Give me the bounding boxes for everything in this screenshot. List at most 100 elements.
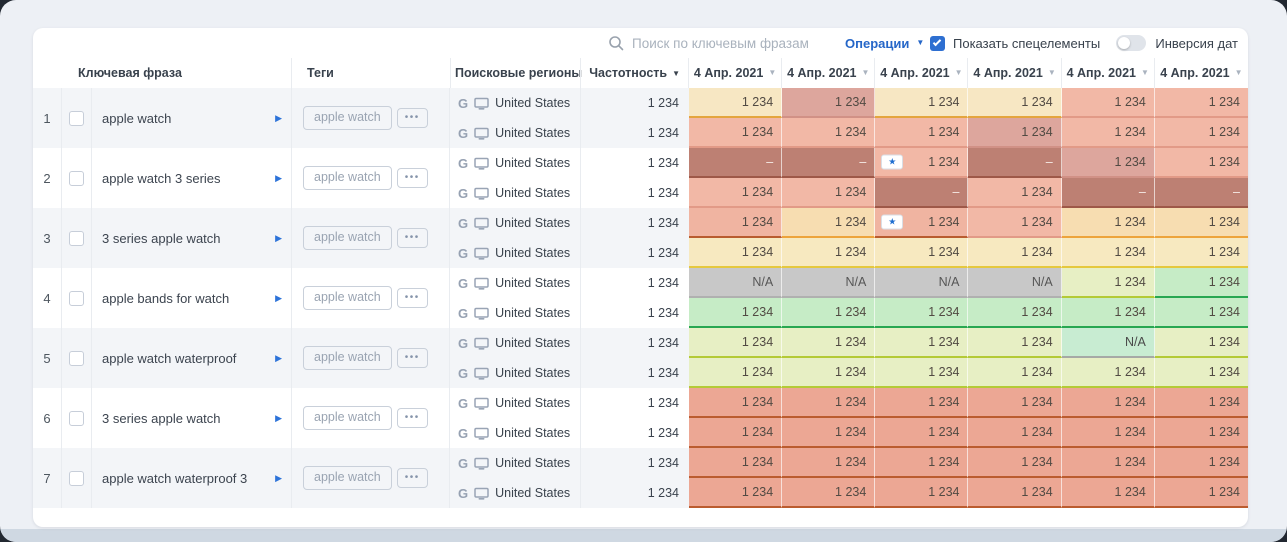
keyword-expand-icon[interactable]: ▶: [275, 412, 282, 423]
header-date-column-2[interactable]: 4 Апр. 2021 ▼: [782, 58, 876, 88]
position-value: 1 234: [1114, 125, 1146, 139]
header-date-column-5[interactable]: 4 Апр. 2021 ▼: [1062, 58, 1155, 88]
tag-more-button[interactable]: •••: [396, 108, 428, 128]
invert-dates-option: Инверсия дат: [1116, 28, 1238, 58]
position-value: 1 234: [1114, 245, 1146, 259]
position-value: 1 234: [1208, 485, 1240, 499]
keyword-cell: apple watch ▶: [92, 88, 292, 148]
invert-dates-toggle[interactable]: [1116, 35, 1147, 51]
position-value: 1 234: [1021, 335, 1053, 349]
keyword-text: 3 series apple watch: [102, 410, 221, 426]
keyword-expand-icon[interactable]: ▶: [275, 112, 282, 123]
row-checkbox[interactable]: [69, 470, 84, 486]
position-cell: 1 234: [782, 328, 876, 358]
position-value: 1 234: [1021, 95, 1053, 109]
google-icon: G: [458, 425, 469, 441]
tags-cell: apple watch •••: [292, 328, 450, 388]
tags-cell: apple watch •••: [292, 88, 450, 148]
search-input[interactable]: [632, 35, 847, 51]
desktop-icon: [474, 157, 489, 170]
tag-chip[interactable]: apple watch: [303, 346, 392, 370]
tag-chip[interactable]: apple watch: [303, 466, 392, 490]
position-value: 1 234: [1114, 305, 1146, 319]
keyword-expand-icon[interactable]: ▶: [275, 172, 282, 183]
region-label: United States: [495, 426, 571, 440]
google-icon: G: [458, 275, 469, 291]
position-value: –: [859, 155, 867, 169]
region-cell: G United States: [450, 298, 580, 328]
tag-more-button[interactable]: •••: [396, 168, 428, 188]
header-date-column-4[interactable]: 4 Апр. 2021 ▼: [968, 58, 1062, 88]
position-value: 1 234: [741, 335, 774, 349]
keyword-expand-icon[interactable]: ▶: [275, 352, 282, 363]
keyword-expand-icon[interactable]: ▶: [275, 292, 282, 303]
row-checkbox[interactable]: [69, 230, 84, 246]
position-value: 1 234: [741, 95, 774, 109]
position-value: 1 234: [835, 95, 867, 109]
desktop-icon: [474, 457, 489, 470]
date-column-label: 4 Апр. 2021: [973, 66, 1043, 80]
tag-chip[interactable]: apple watch: [303, 226, 392, 250]
tag-chip[interactable]: apple watch: [303, 286, 392, 310]
tag-more-button[interactable]: •••: [396, 468, 428, 488]
row-checkbox[interactable]: [69, 170, 84, 186]
row-checkbox[interactable]: [69, 110, 84, 126]
keyword-expand-icon[interactable]: ▶: [275, 472, 282, 483]
special-element-star-badge: ★: [881, 154, 904, 170]
position-cell: 1 234: [875, 238, 969, 268]
position-cell: 1 234: [1061, 448, 1155, 478]
position-value: 1 234: [1208, 125, 1240, 139]
tag-more-button[interactable]: •••: [396, 408, 428, 428]
tag-more-button[interactable]: •••: [396, 288, 428, 308]
search-box[interactable]: [608, 28, 847, 58]
tags-cell: apple watch •••: [292, 268, 450, 328]
position-cell: 1 234: [875, 118, 969, 148]
show-special-checkbox[interactable]: [930, 35, 945, 51]
position-cell: 1 234: [875, 358, 969, 388]
desktop-icon: [474, 277, 489, 290]
position-value: –: [952, 185, 960, 199]
position-cell: 1 234: [782, 358, 876, 388]
position-value: 1 234: [1208, 305, 1240, 319]
position-value: 1 234: [1021, 215, 1053, 229]
position-cell: 1 234: [1154, 478, 1248, 508]
position-value: 1 234: [835, 395, 867, 409]
position-value: 1 234: [1021, 455, 1053, 469]
row-checkbox[interactable]: [69, 290, 84, 306]
keyword-row: 1 apple watch ▶ apple watch ••• G United State…: [33, 88, 1248, 148]
position-cell: 1 234: [1154, 358, 1248, 388]
position-value: 1 234: [928, 155, 960, 169]
position-cell: 1 234: [1061, 118, 1155, 148]
position-value: 1 234: [1114, 365, 1146, 379]
position-cell: 1 234: [968, 448, 1062, 478]
position-value: 1 234: [1114, 155, 1146, 169]
toolbar: Операции ▼ Показать спецелементы Инверси…: [33, 28, 1248, 58]
position-cell: 1 234: [782, 178, 876, 208]
frequency-cell: 1 234: [580, 88, 689, 118]
region-label: United States: [495, 306, 571, 320]
frequency-cell: 1 234: [580, 208, 689, 238]
tag-chip[interactable]: apple watch: [303, 406, 392, 430]
header-date-column-6[interactable]: 4 Апр. 2021 ▼: [1155, 58, 1248, 88]
position-value: N/A: [1124, 335, 1146, 349]
operations-button[interactable]: Операции ▼: [845, 28, 924, 58]
position-cell: –: [968, 148, 1062, 178]
position-value: 1 234: [928, 365, 960, 379]
position-cell: 1 234: [1061, 388, 1155, 418]
header-date-column-3[interactable]: 4 Апр. 2021 ▼: [875, 58, 969, 88]
position-cell: 1 234: [968, 478, 1062, 508]
tag-chip[interactable]: apple watch: [303, 106, 392, 130]
position-cell: –: [689, 148, 783, 178]
position-value: 1 234: [1208, 365, 1240, 379]
tag-chip[interactable]: apple watch: [303, 166, 392, 190]
header-frequency-sort[interactable]: Частотность ▼: [580, 58, 689, 88]
keyword-expand-icon[interactable]: ▶: [275, 232, 282, 243]
show-special-elements-option[interactable]: Показать спецелементы: [930, 28, 1100, 58]
keyword-text: 3 series apple watch: [102, 230, 221, 246]
row-checkbox[interactable]: [69, 350, 84, 366]
header-date-column-1[interactable]: 4 Апр. 2021 ▼: [689, 58, 783, 88]
keyword-text: apple watch waterproof 3: [102, 470, 248, 486]
tag-more-button[interactable]: •••: [396, 348, 428, 368]
row-checkbox[interactable]: [69, 410, 84, 426]
tag-more-button[interactable]: •••: [396, 228, 428, 248]
